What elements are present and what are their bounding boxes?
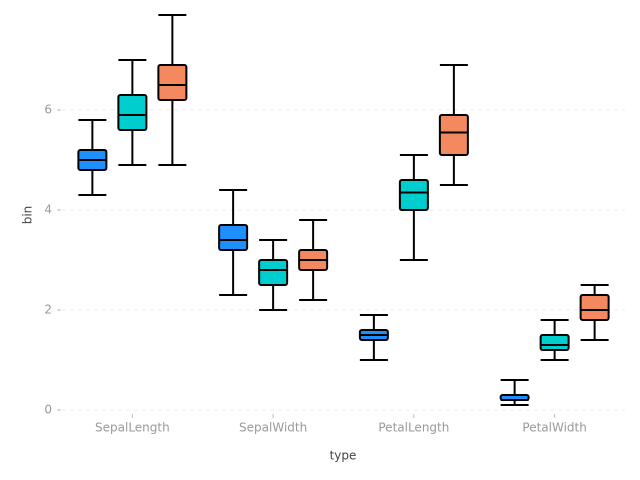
box xyxy=(218,224,249,251)
y-tick-label: 0 xyxy=(44,403,52,417)
x-tick-label: PetalWidth xyxy=(522,421,586,435)
x-axis-title: type xyxy=(330,449,357,463)
x-tick-label: SepalWidth xyxy=(239,421,307,435)
x-tick-label: SepalLength xyxy=(95,421,170,435)
box xyxy=(398,179,429,211)
box xyxy=(157,64,188,101)
box xyxy=(258,259,289,286)
y-axis-title: bin xyxy=(21,206,35,225)
y-tick-label: 6 xyxy=(44,103,52,117)
box xyxy=(117,94,148,131)
y-tick-label: 4 xyxy=(44,203,52,217)
y-tick-label: 2 xyxy=(44,303,52,317)
box xyxy=(539,334,570,351)
x-tick-label: PetalLength xyxy=(378,421,449,435)
box xyxy=(579,294,610,321)
box xyxy=(438,114,469,156)
